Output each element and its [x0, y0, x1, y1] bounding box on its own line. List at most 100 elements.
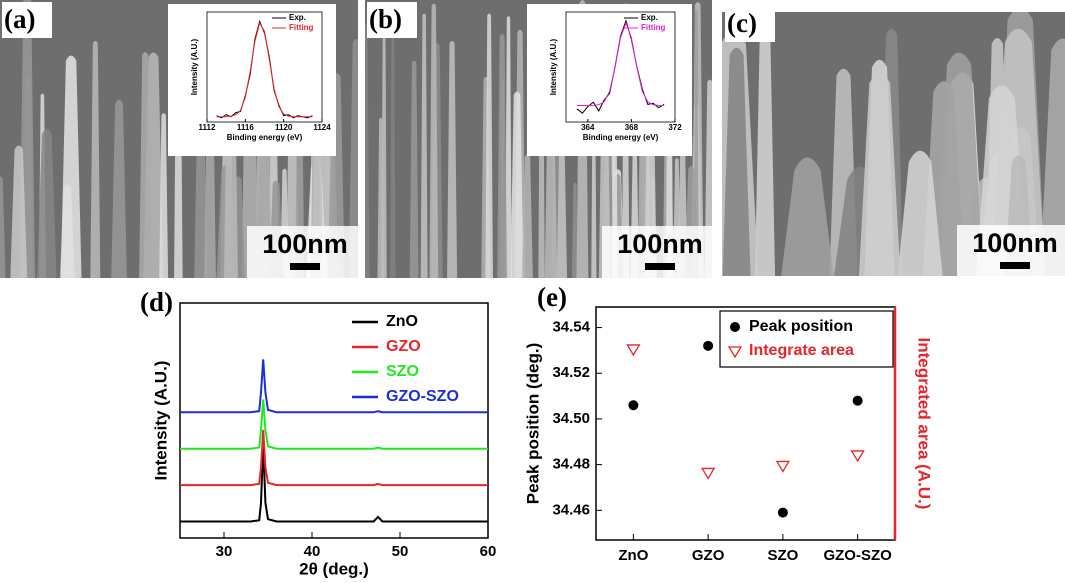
data-line [180, 359, 488, 414]
sem-texture [90, 40, 101, 278]
sem-texture [37, 128, 57, 278]
y-axis-label: Peak position (deg.) [523, 343, 542, 505]
marker [700, 467, 716, 480]
sem-texture [510, 91, 524, 278]
sem-texture [429, 3, 439, 278]
sem-texture [1039, 38, 1065, 276]
sem-texture [10, 145, 28, 278]
sem-texture [934, 52, 984, 276]
x-tick-label: 40 [304, 543, 321, 560]
sem-texture [0, 176, 6, 278]
data-line [576, 21, 665, 106]
y-tick-label: 34.48 [552, 456, 590, 473]
x-tick-label: 50 [392, 543, 409, 560]
legend-label: Exp. [641, 13, 658, 22]
x-tick-label: 368 [625, 123, 639, 132]
y-tick-label: 34.50 [552, 410, 590, 427]
marker [628, 400, 639, 411]
data-line [180, 429, 488, 487]
sem-texture [447, 40, 458, 278]
marker [775, 460, 791, 473]
marker [626, 344, 641, 357]
inset-background [168, 4, 336, 156]
sem-texture [409, 60, 419, 278]
marker [703, 340, 714, 351]
x-tick-label: ZnO [618, 547, 648, 564]
scale-bar [290, 263, 320, 270]
legend-label: SZO [386, 363, 419, 380]
legend-label: ZnO [386, 313, 418, 330]
label-background [2, 2, 52, 38]
sem-texture [556, 137, 568, 278]
sem-texture [381, 7, 387, 278]
panel-label: (b) [369, 4, 402, 34]
legend-label: Fitting [641, 23, 666, 32]
y2-axis-label: Integrated area (A.U.) [915, 338, 934, 510]
legend-label: Peak position [749, 318, 853, 335]
legend-label: Integrate area [749, 342, 854, 359]
scale-bar [645, 263, 675, 270]
sem-texture [60, 55, 82, 278]
data-line [180, 399, 488, 450]
x-tick-label: GZO-SZO [823, 547, 892, 564]
x-tick-label: 1112 [199, 123, 216, 132]
scale-bar-label: 100nm [262, 229, 348, 259]
y-axis-label: Intensity (A.U.) [549, 38, 558, 95]
x-axis-label: Binding energy (eV) [227, 133, 303, 142]
sem-texture [571, 182, 579, 278]
plot-frame [206, 11, 323, 123]
legend-label: Fitting [289, 23, 314, 32]
scale-bar [1000, 262, 1030, 269]
x-tick-label: 372 [668, 123, 682, 132]
sem-texture [420, 13, 428, 278]
plot-frame [179, 302, 489, 539]
x-tick-label: 1124 [313, 123, 331, 132]
x-tick-label: GZO [692, 547, 725, 564]
sem-texture [897, 150, 943, 276]
sem-texture [722, 47, 751, 276]
sem-texture [139, 52, 152, 278]
y-axis-label: Intensity (A.U.) [190, 38, 199, 95]
sem-texture [348, 38, 358, 278]
sem-texture [497, 34, 507, 278]
legend-swatch [727, 346, 743, 359]
sem-texture [111, 99, 127, 278]
panel-label: (d) [140, 287, 173, 317]
panel-label: (a) [4, 4, 35, 34]
data-line [180, 443, 488, 523]
legend-label: GZO [386, 338, 421, 355]
legend-frame [719, 310, 894, 368]
x-tick-label: 1120 [275, 123, 293, 132]
panel-label: (e) [537, 282, 567, 312]
x-axis-label: Binding energy (eV) [583, 133, 659, 142]
x-tick-label: 60 [480, 543, 497, 560]
sem-texture [159, 113, 169, 278]
scale-bar-label: 100nm [972, 228, 1058, 258]
data-line [216, 21, 313, 118]
x-tick-label: 1116 [237, 123, 254, 132]
y-tick-label: 34.54 [552, 319, 590, 336]
scale-bar-label: 100nm [617, 229, 703, 259]
legend-label: Exp. [289, 13, 306, 22]
sem-texture [521, 154, 533, 278]
y-tick-label: 34.46 [552, 501, 590, 518]
inset-background [527, 4, 692, 156]
legend-swatch [730, 322, 740, 332]
x-tick-label: SZO [767, 547, 798, 564]
sem-texture [781, 157, 834, 276]
y-tick-label: 34.52 [552, 364, 590, 381]
marker [852, 395, 863, 406]
label-background [367, 2, 417, 38]
sem-texture [754, 16, 776, 276]
plot-frame [565, 11, 676, 123]
x-tick-label: 364 [581, 123, 595, 132]
panel-label: (c) [727, 8, 757, 38]
sem-texture [365, 23, 370, 278]
label-background [725, 6, 775, 42]
x-axis-label: 2θ (deg.) [299, 559, 369, 578]
sem-texture [485, 13, 493, 278]
x-tick-label: 30 [216, 543, 233, 560]
legend-label: GZO-SZO [386, 388, 459, 405]
sem-texture [505, 16, 512, 278]
